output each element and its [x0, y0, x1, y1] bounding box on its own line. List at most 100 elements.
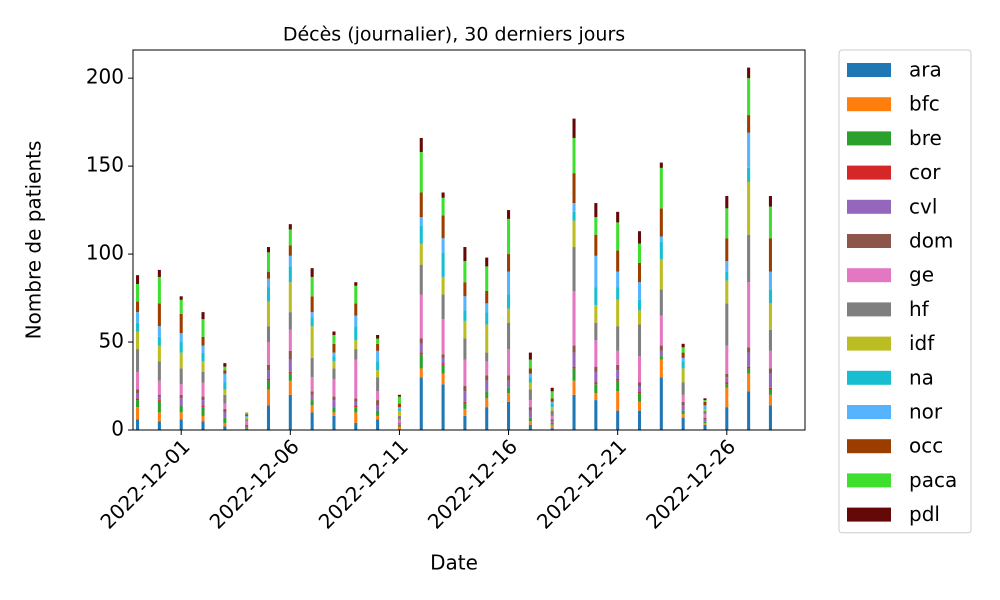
bar-segment	[376, 405, 380, 411]
bar-segment	[397, 424, 401, 427]
bar-segment	[725, 377, 729, 383]
bar-segment	[245, 417, 249, 420]
bar-segment	[616, 326, 620, 351]
bar-segment	[768, 303, 772, 330]
bar-segment	[659, 259, 663, 290]
bar-segment	[332, 378, 336, 397]
bar-segment	[725, 303, 729, 346]
bar-segment	[659, 359, 663, 378]
bar-segment	[703, 398, 707, 401]
bar-segment	[397, 426, 401, 430]
y-tick-label: 100	[86, 241, 124, 265]
bar-segment	[528, 359, 532, 369]
bar-segment	[768, 289, 772, 304]
bar-segment	[223, 417, 227, 423]
bar-segment	[266, 342, 271, 365]
bar-segment	[332, 407, 336, 413]
bar-segment	[572, 203, 576, 212]
bar-segment	[550, 403, 554, 408]
bar-segment	[223, 373, 227, 383]
bar-segment	[332, 396, 336, 401]
legend-label: cvl	[909, 194, 937, 218]
bar-segment	[747, 352, 751, 367]
bar-segment	[681, 347, 685, 353]
bar-segment	[223, 403, 227, 409]
bar-segment	[637, 386, 642, 392]
bar-segment	[136, 349, 140, 372]
bar-segment	[245, 428, 249, 430]
bar-segment	[507, 380, 511, 388]
x-tick-label: 2022-12-11	[314, 434, 413, 533]
bar-segment	[725, 196, 729, 209]
bar-segment	[136, 301, 140, 313]
bar-segment	[747, 282, 751, 348]
bar-segment	[310, 276, 314, 297]
bar-segment	[223, 366, 227, 371]
x-tick-label: 2022-12-16	[423, 434, 522, 533]
bar-segment	[528, 417, 532, 422]
bar-segment	[616, 410, 620, 430]
bar-segment	[157, 400, 161, 402]
bar-segment	[659, 167, 663, 209]
bar-segment	[681, 368, 685, 383]
bar-segment	[266, 252, 271, 272]
bar-segment	[572, 380, 576, 395]
bar-segment	[266, 405, 271, 430]
bar-segment	[572, 211, 576, 221]
bar-segment	[463, 338, 467, 360]
legend-label: hf	[909, 297, 930, 321]
bar-segment	[747, 78, 751, 116]
bar-segment	[376, 410, 380, 416]
bar-segment	[637, 393, 642, 402]
bar-segment	[507, 254, 511, 272]
bar-segment	[507, 393, 511, 402]
bar-segment	[288, 229, 292, 246]
bar-segment	[310, 312, 314, 318]
bar-segment	[528, 373, 532, 378]
bar-segment	[594, 400, 598, 430]
bar-segment	[179, 405, 183, 413]
legend-swatch	[847, 268, 891, 283]
bar-segment	[441, 276, 445, 295]
bar-segment	[310, 296, 314, 313]
bar-segment	[354, 326, 358, 341]
bar-segment	[528, 407, 532, 411]
bar-segment	[354, 315, 358, 327]
bar-segment	[376, 419, 380, 430]
bar-segment	[747, 347, 751, 353]
bar-segment	[594, 287, 598, 306]
bar-segment	[528, 377, 532, 383]
bar-segment	[288, 350, 292, 360]
bar-segment	[354, 422, 358, 430]
bar-segment	[245, 412, 249, 415]
bar-segment	[376, 350, 380, 362]
bar-segment	[288, 359, 292, 372]
bar-segment	[616, 380, 620, 392]
bar-segment	[637, 243, 642, 263]
legend-swatch	[847, 302, 891, 317]
bar-segment	[616, 350, 620, 365]
bar-segment	[528, 389, 532, 401]
bar-segment	[659, 350, 663, 357]
legend-swatch	[847, 63, 891, 77]
bar-segment	[768, 389, 772, 395]
bar-segment	[266, 378, 271, 381]
bar-segment	[507, 271, 511, 295]
bar-segment	[572, 366, 576, 369]
bar-segment	[136, 398, 140, 401]
bar-segment	[463, 261, 467, 283]
bar-segment	[507, 349, 511, 376]
bar-segment	[616, 250, 620, 272]
bar-segment	[354, 285, 358, 304]
bar-segment	[572, 345, 576, 353]
bar-segment	[266, 301, 271, 327]
bar-segment	[419, 192, 423, 218]
bar-segment	[354, 303, 358, 316]
bar-segment	[703, 422, 707, 425]
bar-segment	[703, 424, 707, 430]
bar-segment	[725, 387, 729, 408]
bar-segment	[397, 407, 401, 409]
bar-segment	[441, 354, 445, 358]
bar-segment	[419, 343, 423, 353]
